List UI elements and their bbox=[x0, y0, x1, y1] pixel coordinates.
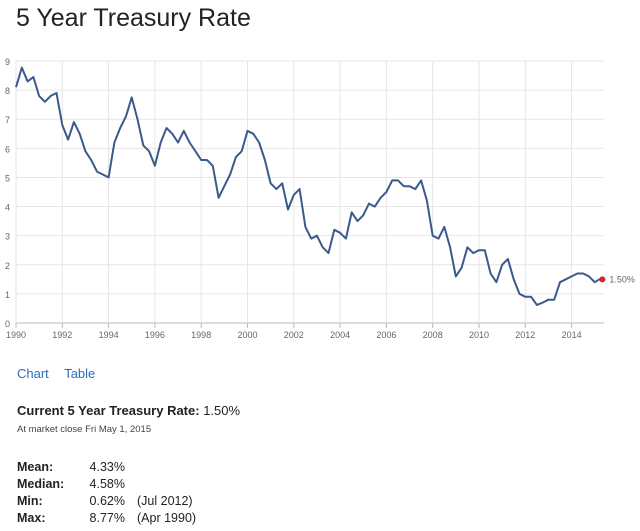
current-rate-value: 1.50% bbox=[203, 403, 241, 418]
current-value-label: 1.50% bbox=[609, 274, 635, 284]
stat-min-label: Min: bbox=[17, 494, 43, 508]
stat-median-value: 4.58% bbox=[89, 477, 125, 491]
y-tick-label: 1 bbox=[5, 290, 10, 300]
y-tick-label: 7 bbox=[5, 115, 10, 125]
page-title: 5 Year Treasury Rate bbox=[16, 4, 251, 32]
stat-median-label: Median: bbox=[17, 477, 65, 491]
stat-min-value: 0.62% bbox=[89, 494, 125, 508]
current-rate: Current 5 Year Treasury Rate: 1.50% bbox=[17, 403, 240, 418]
x-tick-label: 2002 bbox=[284, 330, 304, 340]
x-tick-label: 2008 bbox=[423, 330, 443, 340]
x-tick-label: 2012 bbox=[515, 330, 535, 340]
y-tick-label: 4 bbox=[5, 203, 10, 213]
x-tick-label: 1992 bbox=[52, 330, 72, 340]
stat-min-date: (Jul 2012) bbox=[137, 494, 193, 508]
y-tick-label: 0 bbox=[5, 319, 10, 329]
stat-mean-value: 4.33% bbox=[89, 460, 125, 474]
treasury-rate-chart: 0 1 2 3 4 5 6 7 8 9 1990 1992 1994 1996 1998 2000 2002 2… bbox=[5, 57, 635, 340]
x-tick-label: 1998 bbox=[191, 330, 211, 340]
y-tick-label: 3 bbox=[5, 232, 10, 242]
current-rate-label: Current 5 Year Treasury Rate: bbox=[17, 403, 200, 418]
current-value-marker bbox=[599, 276, 606, 283]
x-tick-label: 1990 bbox=[6, 330, 26, 340]
stat-mean-label: Mean: bbox=[17, 460, 54, 474]
x-tick-label: 1996 bbox=[145, 330, 165, 340]
stat-min: Min: 0.62% (Jul 2012) bbox=[17, 493, 196, 510]
x-tick-label: 2014 bbox=[562, 330, 582, 340]
x-tick-label: 2010 bbox=[469, 330, 489, 340]
x-tick-label: 2006 bbox=[376, 330, 396, 340]
y-tick-label: 6 bbox=[5, 144, 10, 154]
x-tick-label: 1994 bbox=[99, 330, 119, 340]
tab-chart[interactable]: Chart bbox=[17, 366, 49, 381]
y-tick-label: 8 bbox=[5, 86, 10, 96]
stat-max-value: 8.77% bbox=[89, 511, 125, 525]
series-line bbox=[15, 66, 603, 306]
stat-max: Max: 8.77% (Apr 1990) bbox=[17, 510, 196, 527]
stat-max-label: Max: bbox=[17, 511, 46, 525]
y-tick-label: 5 bbox=[5, 173, 10, 183]
stats-panel: Mean: 4.33% Median: 4.58% Min: 0.62% (Jul 20… bbox=[17, 459, 196, 527]
market-close-note: At market close Fri May 1, 2015 bbox=[17, 424, 152, 435]
y-tick-label: 2 bbox=[5, 261, 10, 271]
tab-table[interactable]: Table bbox=[64, 366, 96, 381]
stat-median: Median: 4.58% bbox=[17, 476, 196, 493]
stat-max-date: (Apr 1990) bbox=[137, 511, 197, 525]
y-tick-label: 9 bbox=[5, 57, 10, 67]
x-tick-label: 2000 bbox=[237, 330, 257, 340]
stat-mean: Mean: 4.33% bbox=[17, 459, 196, 476]
x-tick-label: 2004 bbox=[330, 330, 350, 340]
